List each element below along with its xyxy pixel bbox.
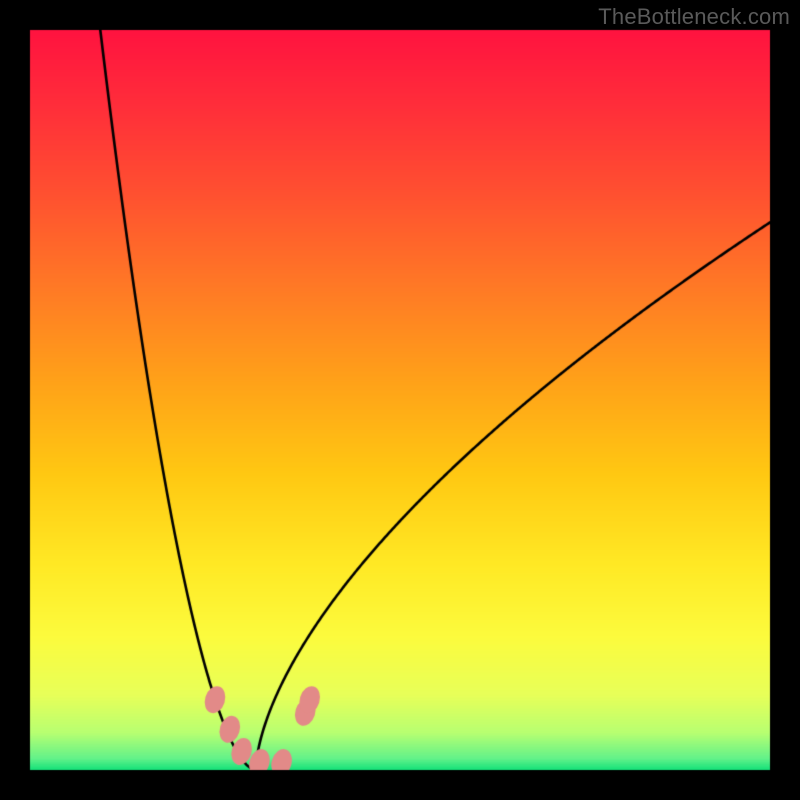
watermark-label: TheBottleneck.com xyxy=(598,4,790,30)
chart-stage: TheBottleneck.com xyxy=(0,0,800,800)
bottleneck-chart-canvas xyxy=(0,0,800,800)
